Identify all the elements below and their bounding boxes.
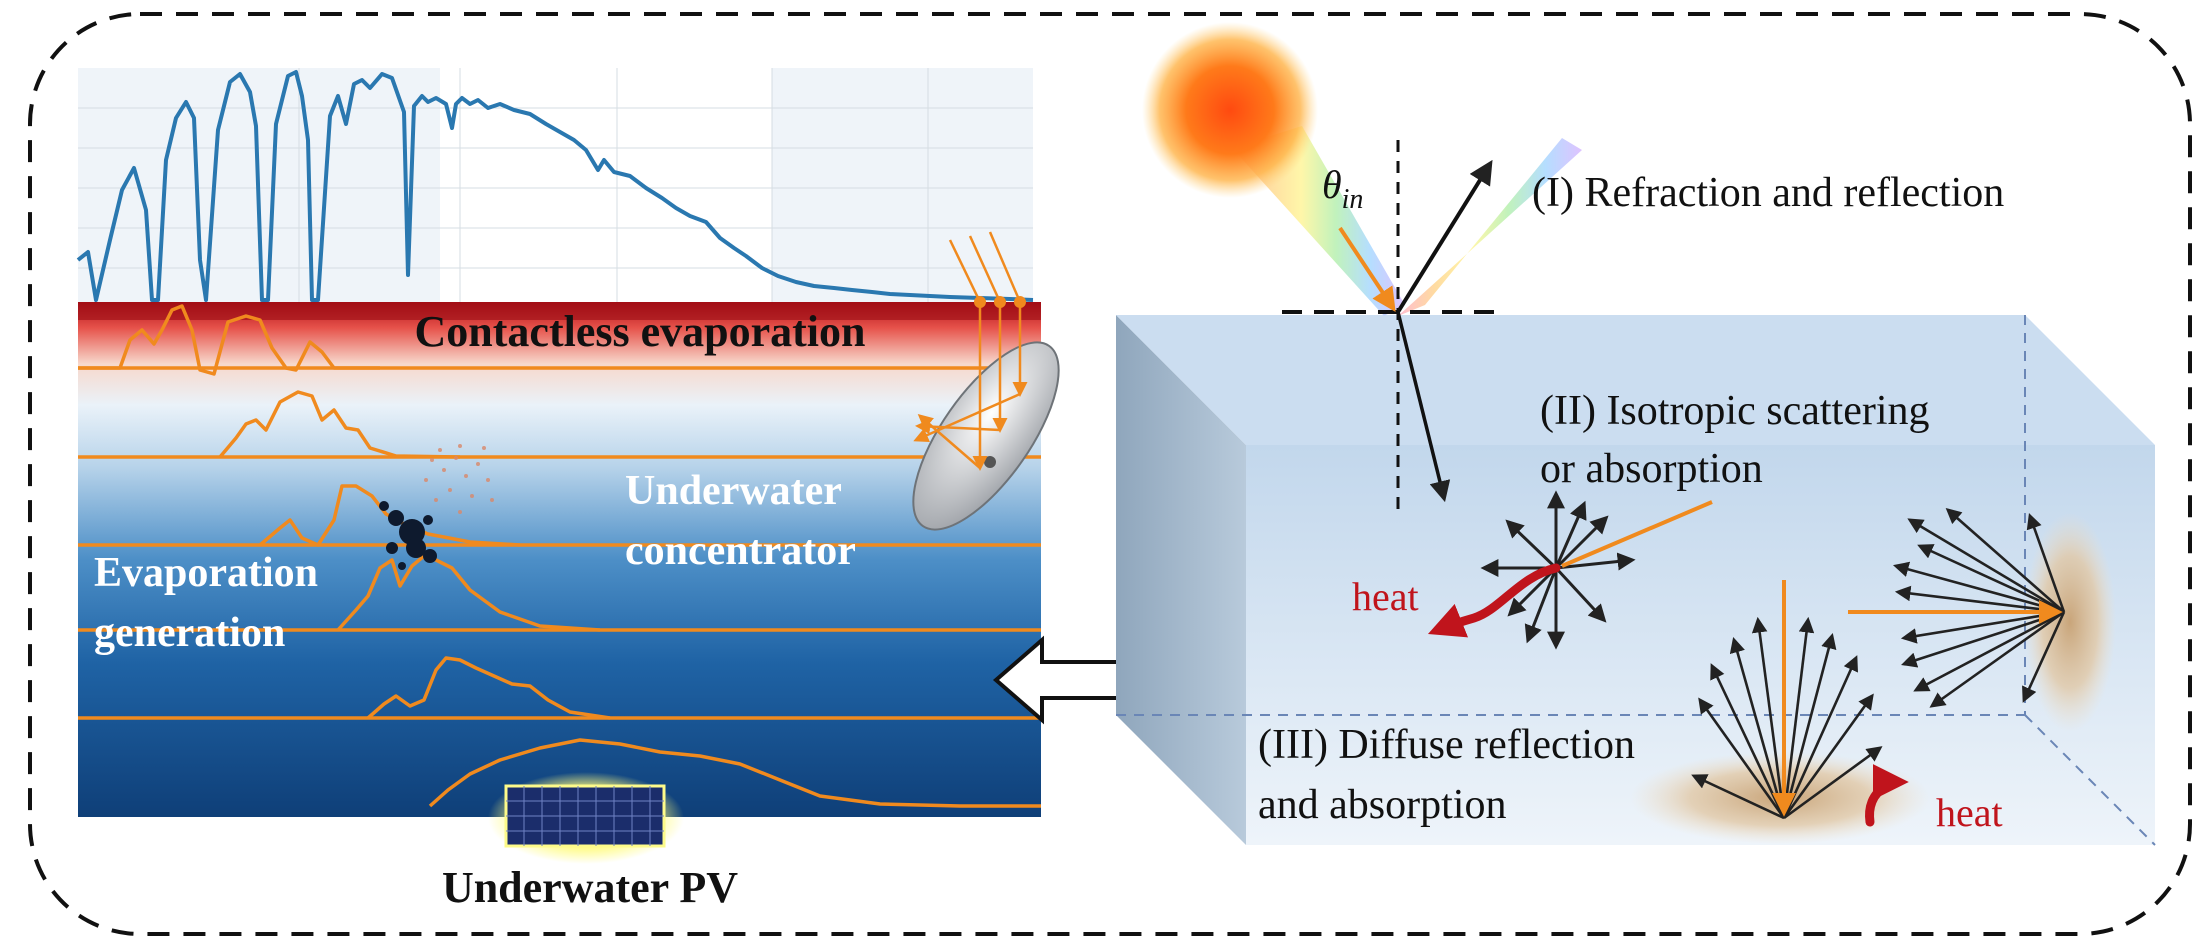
theta-symbol: θin <box>1322 162 1363 215</box>
solar-panel-icon <box>488 772 684 864</box>
diffuse-label-2: and absorption <box>1258 782 1506 828</box>
spectrum-depth-6 <box>428 738 1041 808</box>
refraction-label: (I) Refraction and reflection <box>1532 170 2004 216</box>
diffuse-fan-right <box>1892 507 2066 708</box>
scattering-star <box>1480 490 1636 650</box>
spectrum-depth-4 <box>336 554 601 632</box>
contactless-evaporation-label: Contactless evaporation <box>415 307 866 356</box>
sand-patch-right <box>2024 512 2116 732</box>
evaporation-generation-label-1: Evaporation <box>94 550 318 596</box>
underwater-concentrator-label-2: concentrator <box>625 528 856 574</box>
underwater-pv-label: Underwater PV <box>442 863 738 912</box>
sand-patch-bottom <box>1630 752 1930 844</box>
underwater-concentrator-label-1: Underwater <box>625 468 842 514</box>
spectrum-depth-2 <box>218 390 461 459</box>
sun-icon <box>1142 22 1582 316</box>
spectrum-depth-1 <box>78 304 380 376</box>
satellite-dish-icon <box>912 231 1060 531</box>
scattering-label-1: (II) Isotropic scattering <box>1540 388 1930 434</box>
heat-arrow-1 <box>1427 563 1561 638</box>
bubbles-icon <box>379 444 494 570</box>
dashed-border <box>28 12 2192 936</box>
heat-label-2: heat <box>1936 790 2003 835</box>
water-column <box>78 302 1041 817</box>
reflection-geometry <box>1282 140 1502 512</box>
heat-arrow-2 <box>1865 764 1909 827</box>
evaporation-generation-label-2: generation <box>94 610 285 656</box>
diffuse-fan-bottom <box>1691 616 1883 820</box>
diffuse-label-1: (III) Diffuse reflection <box>1258 722 1635 768</box>
spectrum-panel: Contactless evaporation Underwater conce… <box>76 68 1060 912</box>
solar-spectrum-curve <box>76 70 1034 302</box>
heat-label-1: heat <box>1352 574 1419 619</box>
scattering-label-2: or absorption <box>1540 446 1763 492</box>
scatter-incident-ray <box>1561 500 1713 568</box>
spectrum-depth-5 <box>366 656 611 720</box>
